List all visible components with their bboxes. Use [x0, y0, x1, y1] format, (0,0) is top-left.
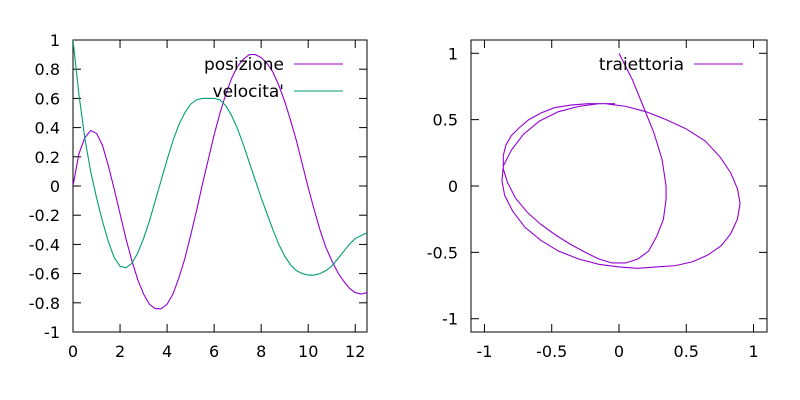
legend-label: posizione — [204, 55, 284, 75]
y-tick-label: -1 — [44, 323, 60, 342]
series-line-1 — [73, 54, 367, 310]
legend-label: traiettoria — [599, 55, 684, 75]
x-tick-label: 2 — [115, 342, 125, 361]
y-tick-label: -1 — [442, 310, 458, 329]
x-tick-label: 0.5 — [674, 342, 699, 361]
legend-label: velocita' — [213, 82, 284, 102]
y-tick-label: 0.4 — [35, 119, 60, 138]
y-tick-label: 0 — [50, 177, 60, 196]
y-tick-label: -0.6 — [29, 265, 60, 284]
y-tick-label: 0 — [448, 177, 458, 196]
chart-2: -1 -0.5 0 0.5 1 1 0.5 0 -0.5 -1 traiettoria — [427, 39, 768, 361]
x-tick-label: 1 — [748, 342, 758, 361]
y-tick-label: -0.2 — [29, 206, 60, 225]
x-tick-label: 4 — [162, 342, 172, 361]
plot-frame — [470, 39, 768, 333]
x-tick-label: 0 — [614, 342, 624, 361]
y-tick-label: 1 — [448, 44, 458, 63]
y-tick-label: -0.4 — [29, 235, 60, 254]
x-tick-label: 10 — [298, 342, 318, 361]
x-tick-label: 0 — [68, 342, 78, 361]
x-tick-label: 6 — [209, 342, 219, 361]
y-tick-label: 0.6 — [35, 89, 60, 108]
y-tick-label: 0.5 — [433, 111, 458, 130]
y-tick-label: 0.8 — [35, 60, 60, 79]
x-tick-label: 8 — [256, 342, 266, 361]
x-tick-label: -1 — [476, 342, 492, 361]
y-tick-label: 1 — [50, 31, 60, 50]
x-tick-label: 12 — [345, 342, 365, 361]
series-line-1 — [501, 53, 741, 269]
y-tick-label: -0.8 — [29, 294, 60, 313]
x-tick-label: -0.5 — [536, 342, 567, 361]
y-tick-label: -0.5 — [427, 243, 458, 262]
chart-1: 0 2 4 6 8 10 12 1 0.8 0.6 0.4 0.2 0 -0.2 -0.4 -0.6 -0.8 -… — [29, 31, 368, 361]
series-line-2 — [73, 40, 367, 276]
y-tick-label: 0.2 — [35, 148, 60, 167]
